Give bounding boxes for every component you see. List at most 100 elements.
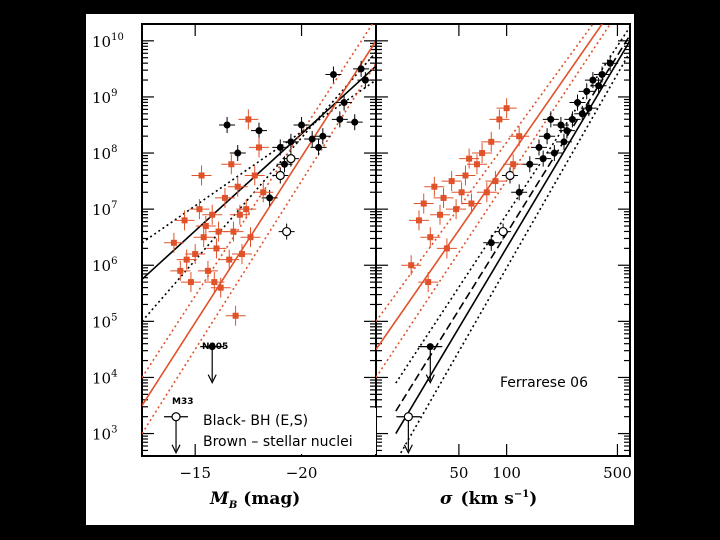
brown-data-point xyxy=(196,206,203,213)
brown-data-point xyxy=(496,116,503,123)
brown-data-point xyxy=(503,105,510,112)
black-data-point xyxy=(563,127,571,135)
black-data-point xyxy=(255,127,263,135)
black-data-point xyxy=(308,135,316,143)
black-data-point xyxy=(208,343,216,351)
right-data-points xyxy=(396,55,619,455)
brown-data-point xyxy=(440,194,447,201)
black-data-point xyxy=(568,115,576,123)
black-data-point xyxy=(281,160,289,168)
brown-data-point xyxy=(415,217,422,224)
black-data-point xyxy=(266,194,274,202)
brown-data-point xyxy=(183,256,190,263)
black-data-point xyxy=(315,143,323,151)
brown-data-point xyxy=(228,161,235,168)
upper-limit-arrowhead xyxy=(403,444,413,455)
brown-data-point xyxy=(462,172,469,179)
y-tick-label: 107 xyxy=(92,200,117,219)
black-data-point xyxy=(557,121,565,129)
brown-data-point xyxy=(247,234,254,241)
black-data-point xyxy=(589,76,597,84)
black-data-point xyxy=(298,121,306,129)
right-x-tick-group: 50 100 500 xyxy=(449,24,632,482)
brown-dotted-fit-line xyxy=(376,24,611,378)
brown-data-point xyxy=(211,279,218,286)
legend-line-brown: Brown – stellar nuclei xyxy=(203,434,353,450)
black-data-point xyxy=(583,87,591,95)
black-data-point xyxy=(287,138,295,146)
brown-data-point xyxy=(234,183,241,190)
black-data-point xyxy=(487,239,495,247)
brown-data-point xyxy=(243,206,250,213)
brown-data-point xyxy=(232,312,239,319)
right-plot-frame xyxy=(375,23,631,457)
brown-solid-fit-line xyxy=(376,24,603,350)
brown-dotted-fit-line xyxy=(142,24,374,378)
y-tick-label: 103 xyxy=(92,425,117,444)
left-fit-lines xyxy=(142,24,376,434)
brown-data-point xyxy=(200,234,207,241)
brown-data-point xyxy=(230,228,237,235)
black-data-point xyxy=(426,343,434,351)
brown-data-point xyxy=(468,200,475,207)
black-data-point xyxy=(234,149,242,157)
open-data-point xyxy=(505,170,515,181)
black-data-point xyxy=(223,121,231,129)
black-dashed-fit-line xyxy=(395,34,630,412)
brown-data-point xyxy=(516,133,523,140)
y-tick-label: 104 xyxy=(92,368,117,387)
black-data-point xyxy=(357,65,365,73)
black-data-point xyxy=(598,70,606,78)
brown-dotted-fit-line xyxy=(376,24,594,322)
m33-label: M33 xyxy=(172,397,193,407)
brown-data-point xyxy=(453,206,460,213)
brown-data-point xyxy=(226,256,233,263)
black-data-point xyxy=(351,118,359,126)
brown-data-point xyxy=(473,161,480,168)
black-data-point xyxy=(526,160,534,168)
brown-data-point xyxy=(204,267,211,274)
x-tick-label: −20 xyxy=(286,464,318,482)
left-x-axis-label: MB (mag) xyxy=(209,489,300,511)
black-data-point xyxy=(595,82,603,90)
brown-data-point xyxy=(479,150,486,157)
brown-data-point xyxy=(170,239,177,246)
black-data-point xyxy=(329,70,337,78)
brown-data-point xyxy=(256,144,262,151)
x-tick-label: 100 xyxy=(492,464,521,482)
black-data-point xyxy=(547,115,555,123)
brown-data-point xyxy=(448,178,455,185)
black-data-point xyxy=(543,132,551,140)
brown-solid-fit-line xyxy=(142,40,376,406)
black-data-point xyxy=(535,143,543,151)
brown-data-point xyxy=(510,161,517,168)
brown-data-point xyxy=(202,222,209,229)
open-data-point xyxy=(286,154,296,164)
black-data-point xyxy=(340,99,348,107)
brown-data-point xyxy=(213,245,220,252)
n205-label: N205 xyxy=(202,342,228,352)
brown-data-point xyxy=(425,279,432,286)
black-data-point xyxy=(606,59,614,67)
left-data-points xyxy=(163,60,374,455)
citation-label: Ferrarese 06 xyxy=(500,375,588,391)
brown-data-point xyxy=(177,267,184,274)
black-data-point xyxy=(560,138,568,146)
y-tick-label: 1010 xyxy=(92,32,124,51)
open-data-point xyxy=(275,170,285,181)
open-data-point xyxy=(282,226,292,237)
open-data-point xyxy=(498,226,508,237)
black-data-point xyxy=(550,149,558,157)
y-tick-label: 105 xyxy=(92,312,117,331)
brown-dotted-fit-line xyxy=(142,62,376,434)
brown-data-point xyxy=(483,189,490,196)
black-data-point xyxy=(585,104,593,112)
left-x-tick-group: −15 −20 xyxy=(179,24,317,482)
brown-data-point xyxy=(181,217,188,224)
x-tick-label: 50 xyxy=(449,464,468,482)
brown-data-point xyxy=(443,245,450,252)
upper-limit-arrowhead xyxy=(207,374,217,384)
brown-data-point xyxy=(492,178,499,185)
open-data-point xyxy=(171,412,181,422)
